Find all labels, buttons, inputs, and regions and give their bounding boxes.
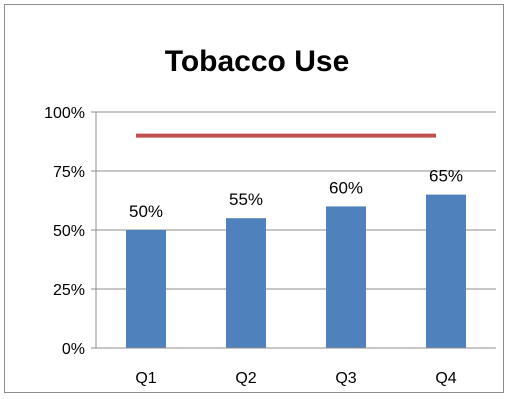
- bar: [226, 218, 266, 348]
- chart-title: Tobacco Use: [165, 45, 350, 78]
- y-tick-label: 100%: [44, 105, 85, 122]
- bar: [426, 194, 466, 348]
- x-tick-label: Q3: [335, 370, 356, 387]
- data-label: 50%: [129, 202, 163, 221]
- bar: [126, 230, 166, 348]
- y-tick-label: 25%: [53, 282, 85, 299]
- data-label: 55%: [229, 190, 263, 209]
- bar: [326, 206, 366, 348]
- data-label: 65%: [429, 167, 463, 186]
- y-tick-label: 50%: [53, 223, 85, 240]
- data-label: 60%: [329, 178, 363, 197]
- chart-frame: Tobacco Use 0% 25% 50% 75% 100% 50% Q1 55% Q2 60%…: [4, 4, 504, 393]
- x-tick-label: Q4: [435, 370, 456, 387]
- y-tick-label: 0%: [62, 341, 85, 358]
- x-tick-label: Q2: [235, 370, 256, 387]
- bar-chart: Tobacco Use 0% 25% 50% 75% 100% 50% Q1 55% Q2 60%…: [44, 45, 496, 387]
- y-tick-label: 75%: [53, 164, 85, 181]
- x-tick-label: Q1: [135, 370, 156, 387]
